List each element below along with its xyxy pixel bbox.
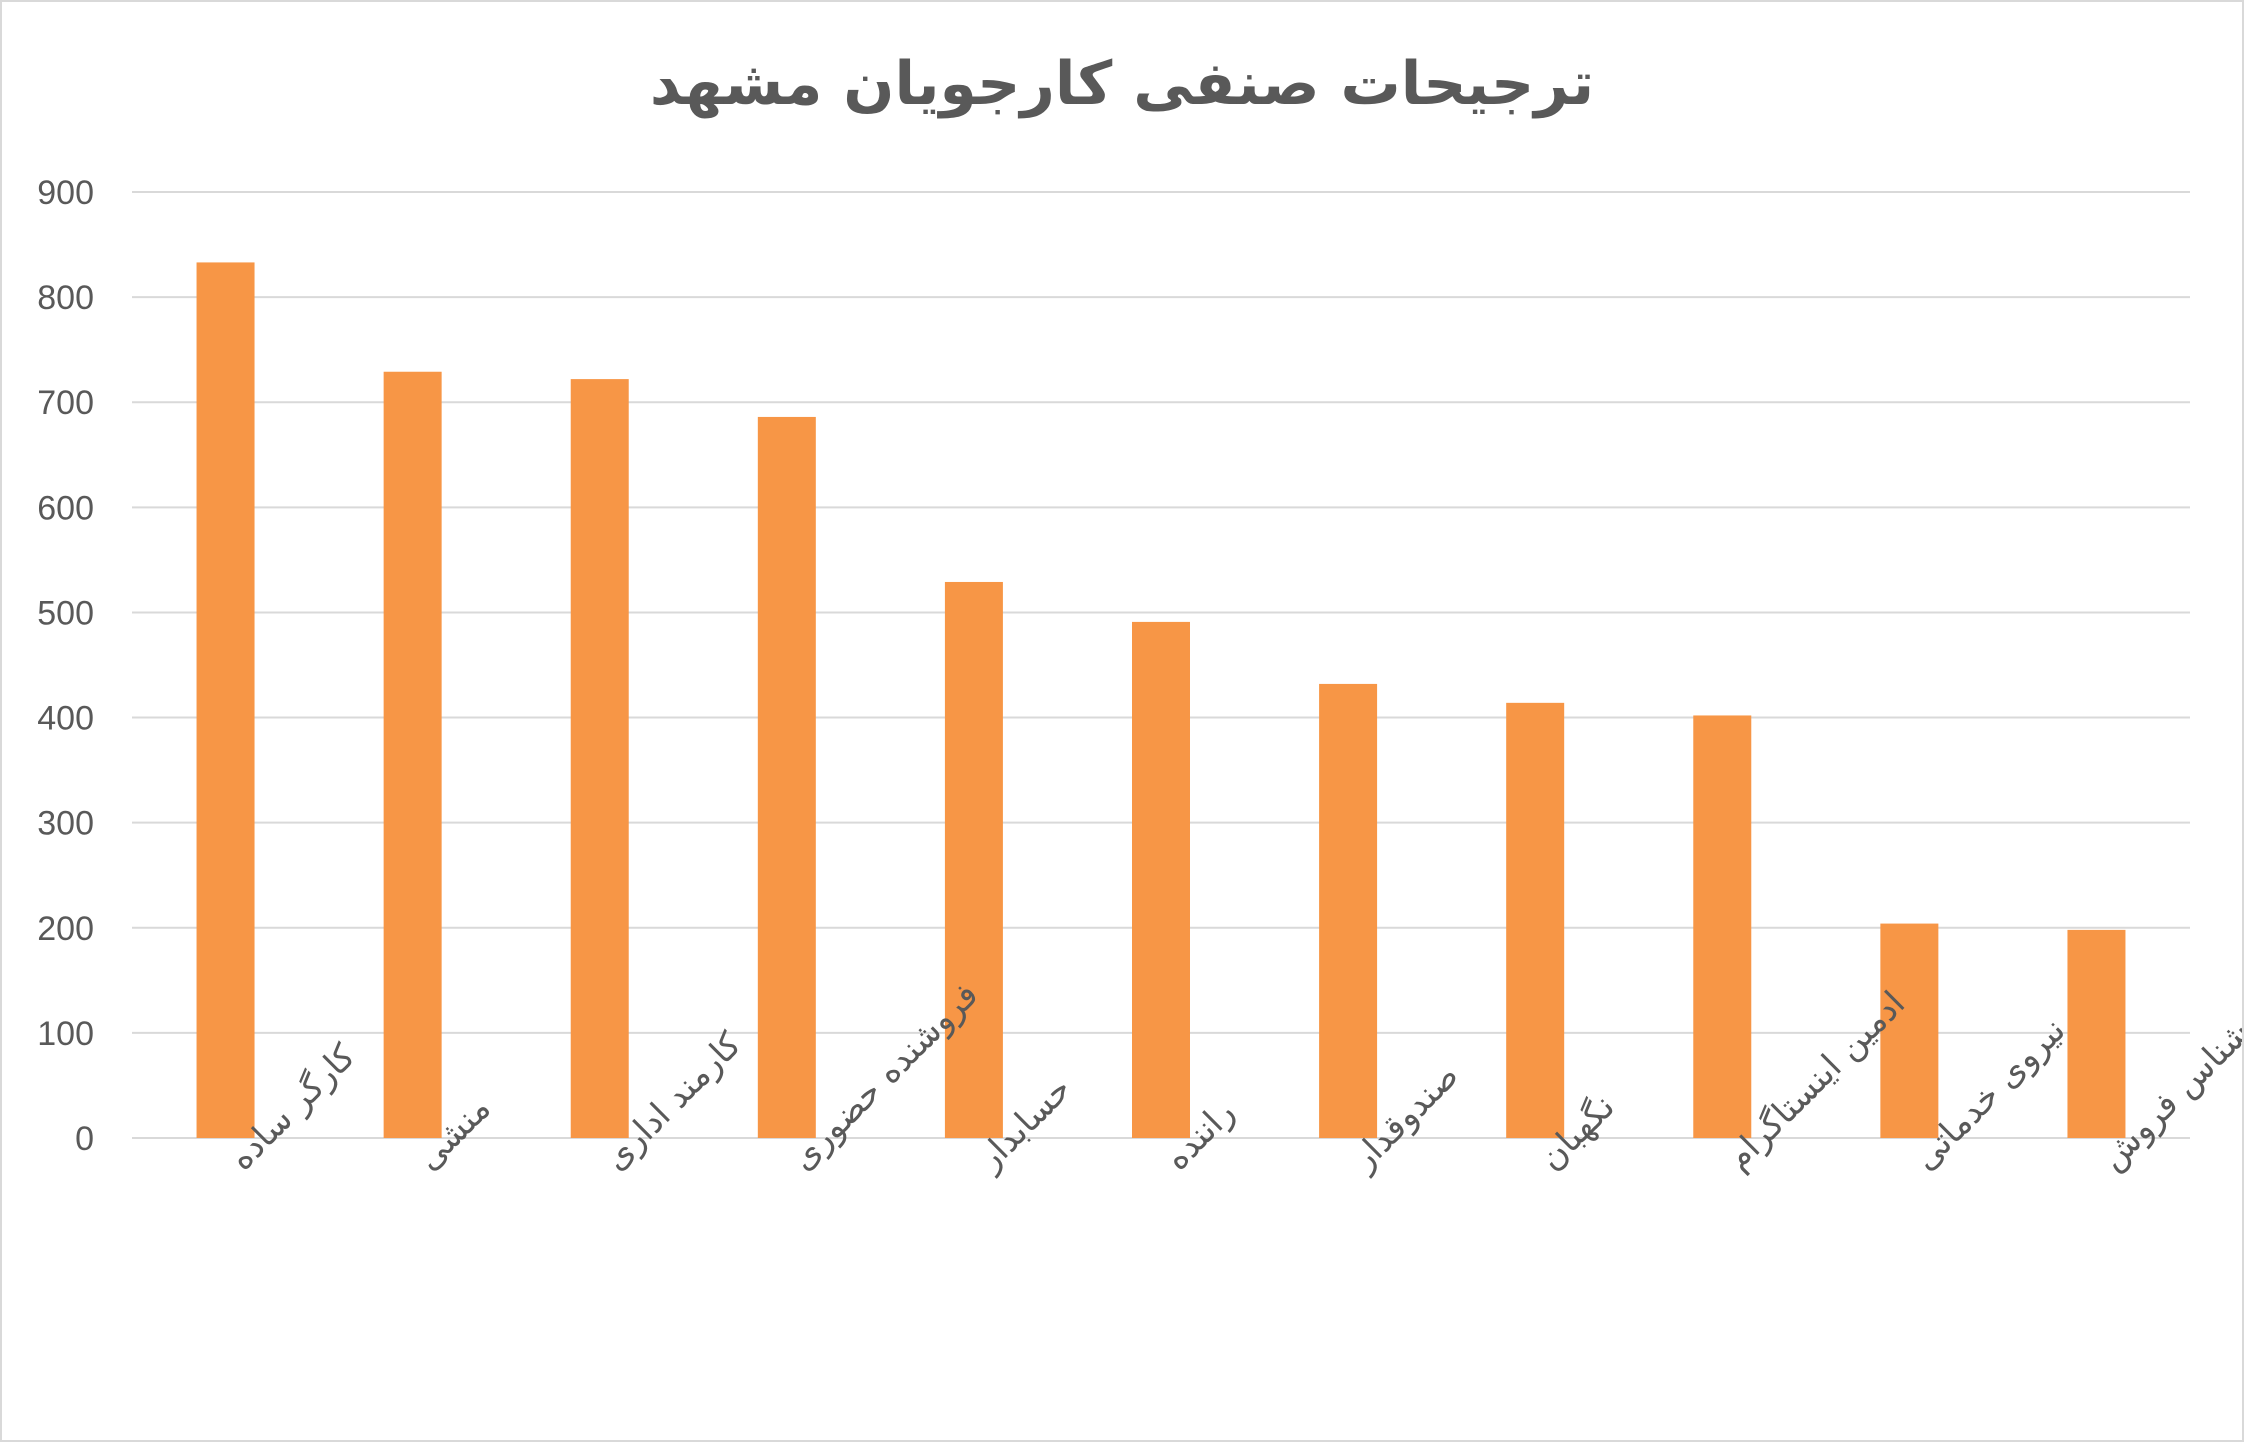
bar <box>570 379 629 1138</box>
bars <box>196 262 2126 1139</box>
y-tick-label: 400 <box>37 700 94 738</box>
y-axis-tick-labels: 0 100 200 300 400 500 600 700 800 900 <box>37 174 94 1158</box>
chart-title: ترجیحات صنفی کارجویان مشهد <box>650 49 1594 119</box>
bar <box>1880 923 1939 1138</box>
y-tick-label: 100 <box>37 1015 94 1053</box>
bar <box>1319 683 1378 1138</box>
y-tick-label: 200 <box>37 910 94 948</box>
y-tick-label: 300 <box>37 805 94 843</box>
bar <box>1693 715 1752 1138</box>
y-tick-label: 800 <box>37 279 94 317</box>
bar <box>383 371 442 1138</box>
y-tick-label: 700 <box>37 384 94 422</box>
bar <box>1132 621 1190 1138</box>
bar <box>757 416 816 1139</box>
y-tick-label: 600 <box>37 489 94 527</box>
bar <box>944 581 1003 1138</box>
bar <box>196 262 255 1138</box>
x-axis-tick-labels: کارگر ساده منشی کارمند اداری فروشنده حضوریح… <box>222 975 2242 1180</box>
y-tick-label: 900 <box>37 174 94 212</box>
y-tick-label: 500 <box>37 594 94 632</box>
bar <box>2067 929 2126 1138</box>
bar <box>1506 702 1565 1138</box>
y-tick-label: 0 <box>75 1120 94 1158</box>
